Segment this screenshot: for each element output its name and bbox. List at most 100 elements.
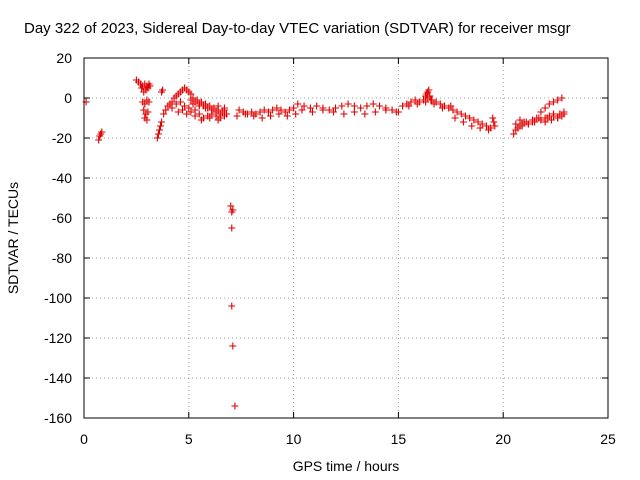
- data-point: [325, 106, 333, 114]
- x-tick-label: 5: [185, 431, 193, 447]
- x-tick-label: 25: [600, 431, 616, 447]
- y-tick-label: -60: [52, 210, 72, 226]
- data-point: [241, 110, 249, 118]
- data-point: [399, 102, 407, 110]
- data-point: [193, 96, 201, 104]
- data-point: [228, 224, 236, 232]
- data-point: [529, 116, 537, 124]
- data-point: [283, 112, 291, 120]
- data-point: [550, 98, 558, 106]
- data-point: [140, 106, 148, 114]
- data-point: [436, 100, 444, 108]
- data-point: [183, 110, 191, 118]
- data-point: [214, 102, 222, 110]
- y-tick-label: -80: [52, 250, 72, 266]
- data-point: [453, 108, 461, 116]
- data-point: [319, 106, 327, 114]
- data-point: [459, 118, 467, 126]
- data-point: [413, 100, 421, 108]
- data-point: [329, 108, 337, 116]
- data-point: [231, 402, 239, 410]
- data-point: [162, 106, 170, 114]
- data-point: [250, 112, 258, 120]
- data-point: [260, 106, 268, 114]
- data-point: [422, 98, 430, 106]
- data-point: [537, 108, 545, 116]
- data-point: [447, 102, 455, 110]
- data-point: [470, 116, 478, 124]
- data-point: [512, 120, 520, 128]
- data-point: [277, 106, 285, 114]
- data-point: [340, 110, 348, 118]
- data-point: [191, 112, 199, 120]
- data-point: [214, 116, 222, 124]
- data-point: [388, 106, 396, 114]
- data-point: [482, 122, 490, 130]
- data-point: [491, 122, 499, 130]
- y-tick-label: -40: [52, 170, 72, 186]
- data-point: [197, 116, 205, 124]
- data-point: [518, 122, 526, 130]
- plot-frame: [83, 57, 609, 419]
- data-point: [489, 114, 497, 122]
- data-point: [344, 100, 352, 108]
- data-point: [476, 124, 484, 132]
- data-point: [300, 102, 308, 110]
- data-point: [554, 96, 562, 104]
- data-point: [264, 108, 272, 116]
- x-tick-labels: 0 5 10 15 20 25: [80, 431, 616, 447]
- y-tick-label: -120: [44, 330, 72, 346]
- data-point: [438, 104, 446, 112]
- x-tick-label: 20: [495, 431, 511, 447]
- data-point: [145, 98, 153, 106]
- data-point: [176, 98, 184, 106]
- data-point: [541, 104, 549, 112]
- data-point: [197, 98, 205, 106]
- data-point: [159, 86, 167, 94]
- data-point: [154, 130, 162, 138]
- data-point: [466, 114, 474, 122]
- data-point: [267, 112, 275, 120]
- data-point: [174, 108, 182, 116]
- data-point: [273, 104, 281, 112]
- x-tick-label: 15: [391, 431, 407, 447]
- data-point: [547, 116, 555, 124]
- data-point: [308, 108, 316, 116]
- data-point: [554, 114, 562, 122]
- x-tick-label: 10: [286, 431, 302, 447]
- data-point: [195, 110, 203, 118]
- data-point: [363, 102, 371, 110]
- data-point: [256, 108, 264, 116]
- data-point: [371, 108, 379, 116]
- data-point: [233, 112, 241, 120]
- data-point: [405, 102, 413, 110]
- data-point: [202, 104, 210, 112]
- y-tick-label: -160: [44, 410, 72, 426]
- y-axis-label: SDTVAR / TECUs: [5, 182, 21, 294]
- data-point: [143, 116, 151, 124]
- data-point: [248, 108, 256, 116]
- data-point: [478, 120, 486, 128]
- data-point: [298, 106, 306, 114]
- data-point: [290, 104, 298, 112]
- data-point: [185, 104, 193, 112]
- axis-ticks: [83, 57, 609, 419]
- data-point: [191, 106, 199, 114]
- data-point: [153, 134, 161, 142]
- data-point: [281, 108, 289, 116]
- data-point: [98, 128, 106, 136]
- data-point: [357, 104, 365, 112]
- data-point: [206, 114, 214, 122]
- data-point: [376, 102, 384, 110]
- data-point: [157, 122, 165, 130]
- data-point: [468, 122, 476, 130]
- data-point: [550, 112, 558, 120]
- data-point: [425, 86, 433, 94]
- data-point: [522, 118, 530, 126]
- data-point: [285, 106, 293, 114]
- data-point: [560, 108, 568, 116]
- data-point: [158, 118, 166, 126]
- data-point: [144, 108, 152, 116]
- data-point: [155, 126, 163, 134]
